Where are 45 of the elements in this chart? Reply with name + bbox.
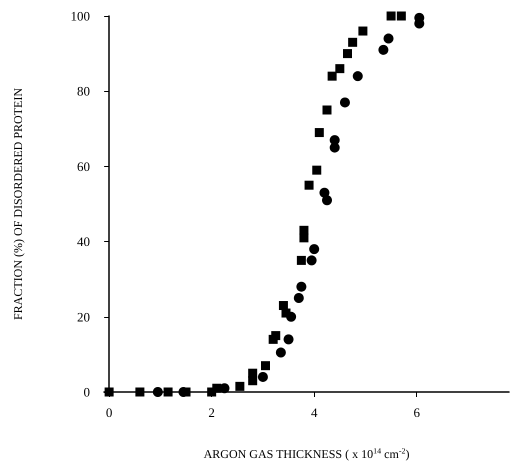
point: [358, 26, 368, 36]
point: [296, 256, 306, 265]
point: [235, 382, 244, 391]
y-tick-label: 80: [77, 84, 90, 99]
x-tick-label: 2: [208, 405, 215, 420]
point: [294, 293, 304, 303]
point: [306, 255, 317, 266]
point: [164, 388, 173, 396]
point: [352, 71, 363, 82]
y-tick-label: 100: [70, 8, 90, 24]
y-tick-label: 40: [77, 234, 90, 250]
x-tick-label: 4: [310, 405, 318, 420]
point: [304, 180, 314, 190]
point: [343, 49, 352, 58]
point: [309, 244, 320, 254]
point: [286, 312, 296, 322]
point: [314, 128, 324, 138]
point: [248, 368, 258, 378]
y-tick-label: 20: [77, 309, 90, 324]
y-tick-label: 0: [84, 384, 90, 400]
y-axis-title: FRACTION (%) OF DISORDERED PROTEIN: [11, 88, 25, 320]
point: [299, 226, 308, 235]
point: [271, 331, 280, 340]
point: [322, 195, 332, 206]
point: [378, 44, 388, 55]
x-tick-label: 0: [106, 405, 112, 420]
point: [335, 64, 344, 74]
point: [276, 348, 286, 358]
point: [312, 166, 322, 175]
x-tick-label: 6: [413, 405, 420, 420]
point: [260, 361, 270, 370]
point: [152, 387, 163, 397]
point: [386, 12, 396, 20]
point: [135, 388, 144, 396]
point: [258, 372, 268, 382]
point: [396, 12, 406, 20]
point: [348, 38, 358, 47]
point: [328, 72, 337, 81]
point: [322, 106, 332, 114]
point: [296, 282, 306, 292]
point: [384, 34, 394, 44]
point: [340, 97, 350, 108]
point: [330, 135, 340, 146]
y-tick-label: 60: [77, 158, 90, 174]
point: [284, 334, 294, 344]
